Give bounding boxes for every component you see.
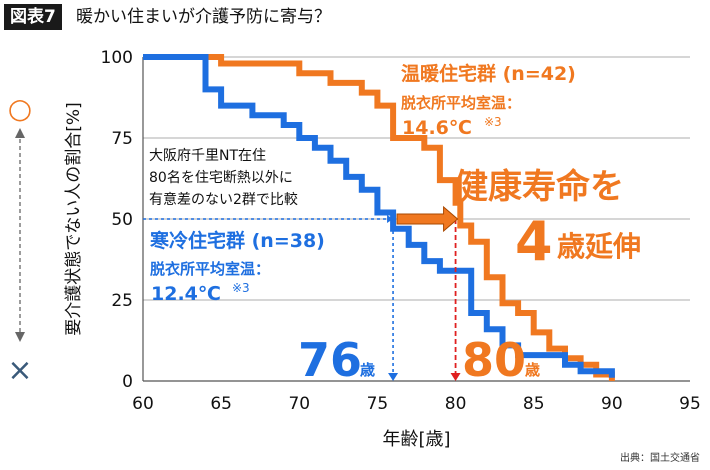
warm-room-temp-label: 脱衣所平均室温：	[401, 94, 521, 112]
y-tick-label: 50	[111, 210, 133, 230]
series-group	[143, 54, 615, 381]
study-note-line-2: 80名を住宅断熱以外に	[149, 170, 293, 186]
figure-title: 暖かい住まいが介護予防に寄与？	[76, 7, 331, 27]
x-axis-label: 年齢[歳]	[382, 429, 450, 450]
cold-room-temp-label: 脱衣所平均室温：	[150, 260, 270, 278]
y-tick-label: 0	[122, 372, 133, 392]
warm-drop-arrowhead	[450, 373, 461, 381]
warm-room-temp-value: 14.6℃	[402, 117, 472, 139]
x-tick-label: 95	[679, 394, 701, 414]
x-tick-label: 90	[601, 394, 623, 414]
extension-arrow	[396, 205, 459, 233]
x-tick-label: 60	[132, 394, 154, 414]
warm-group-title: 温暖住宅群 (n=42)	[401, 62, 576, 85]
source-credit: 出典：国土交通省	[620, 453, 700, 464]
y-tick-label: 100	[101, 48, 133, 68]
cold-room-temp-value: 12.4℃	[151, 283, 221, 305]
side-legend-arrow-up	[15, 128, 25, 138]
side-legend-arrow-down	[15, 332, 25, 342]
axes: 60 65 70 75 80 85 90 95 0 25 50 75 100 年齢[歳] 要介護状態でない人…	[64, 48, 701, 450]
bad-state-cross-icon: ×	[7, 353, 32, 388]
x-tick-label: 65	[210, 394, 232, 414]
series-line-cold	[143, 54, 615, 378]
cold-group-title: 寒冷住宅群 (n=38)	[150, 229, 325, 252]
figure-badge: 図表7	[4, 4, 62, 30]
cold-age-number: 76	[298, 333, 362, 387]
warm-age-unit: 歳	[525, 361, 540, 379]
warm-age-number: 80	[462, 333, 526, 387]
cold-age-unit: 歳	[360, 361, 375, 379]
x-tick-label: 70	[288, 394, 310, 414]
cold-median-arrowhead	[387, 215, 394, 223]
headline-line-1: 健康寿命を	[454, 167, 624, 207]
side-legend: ○×	[7, 92, 32, 388]
headline-number: 4	[515, 210, 553, 273]
study-note-line-1: 大阪府千里NT在住	[149, 148, 266, 164]
y-tick-label: 25	[111, 291, 133, 311]
annotations: 温暖住宅群 (n=42) 脱衣所平均室温： 14.6℃ ※3 大阪府千里NT在住 80名を…	[143, 62, 641, 387]
headline-line-2: 歳延伸	[557, 230, 641, 263]
cold-drop-arrowhead	[388, 373, 399, 381]
warm-note-mark: ※3	[484, 115, 502, 129]
y-tick-label: 75	[111, 129, 133, 149]
good-state-circle-icon: ○	[8, 92, 32, 125]
x-tick-label: 80	[445, 394, 467, 414]
series-line-warm	[143, 54, 615, 381]
cold-note-mark: ※3	[232, 281, 250, 295]
x-tick-label: 85	[523, 394, 545, 414]
study-note-line-3: 有意差のない2群で比較	[149, 191, 298, 208]
y-axis-label: 要介護状態でない人の割合[%]	[64, 102, 84, 335]
x-tick-label: 75	[367, 394, 389, 414]
